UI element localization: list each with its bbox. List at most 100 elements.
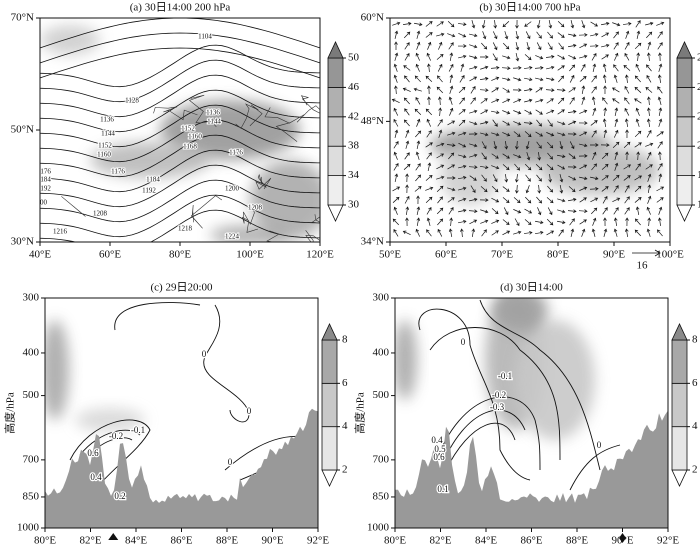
wind-arrow [601, 186, 609, 192]
wind-arrow [392, 21, 401, 26]
wind-arrow [404, 152, 410, 160]
wind-arrow [392, 218, 400, 226]
wind-arrow [459, 97, 465, 105]
wind-arrow [557, 132, 566, 137]
wind-arrow [457, 22, 467, 27]
wind-arrow [393, 228, 399, 237]
contour-label: 1192 [142, 187, 156, 195]
wind-arrow [502, 153, 510, 159]
wind-arrow [459, 75, 465, 83]
wind-arrow [624, 52, 630, 61]
wind-arrow [393, 141, 399, 149]
wind-arrow [491, 185, 499, 193]
wind-arrow [635, 20, 641, 28]
wind-arrow [578, 121, 588, 125]
wind-arrow [524, 219, 532, 226]
colorbar-label: 46 [348, 81, 360, 93]
contour-label: 0 [247, 406, 252, 416]
wind-arrow [623, 164, 631, 170]
wind-arrow [491, 98, 500, 103]
wind-arrow [581, 85, 586, 94]
x-tick-label: 40°E [29, 249, 51, 261]
wind-arrow [624, 107, 630, 116]
contour-label: 0 [461, 337, 466, 347]
wind-arrow [579, 164, 588, 170]
contour-label: 0.6 [87, 448, 99, 458]
wind-arrow [645, 21, 654, 26]
wind-arrow [658, 173, 663, 182]
wind-arrow [492, 31, 498, 40]
plot-area: 1104112811361136114411441152115211601160… [40, 18, 320, 242]
wind-arrow [393, 74, 398, 83]
wind-arrow [559, 185, 564, 194]
wind-arrow [591, 52, 597, 61]
wind-arrow [502, 55, 511, 60]
contour-label: 1224 [225, 233, 240, 241]
wind-arrow [646, 31, 653, 39]
wind-arrow [458, 208, 467, 213]
wind-arrow [480, 109, 489, 115]
wind-arrow [657, 86, 663, 94]
y-tick-label: 400 [373, 346, 390, 358]
wind-arrow [536, 119, 542, 127]
wind-arrow [547, 152, 553, 160]
wind-arrow [437, 119, 443, 127]
wind-arrow [579, 143, 588, 148]
wind-arrow [403, 65, 411, 71]
wind-arrow [501, 66, 511, 70]
wind-arrow [438, 129, 443, 138]
wind-arrow [646, 228, 651, 237]
wind-arrow [394, 85, 398, 95]
contour-label: 0 [202, 349, 207, 359]
wind-arrow [469, 175, 477, 181]
wind-arrow [447, 164, 456, 170]
wind-arrow [425, 75, 433, 82]
colorbar-label: 2 [342, 464, 348, 476]
wind-arrow [579, 109, 588, 114]
wind-arrow [436, 185, 444, 192]
contour-line [40, 18, 320, 49]
colorbar-box [676, 175, 693, 206]
x-tick-label: 82°E [79, 535, 101, 547]
wind-arrow [601, 54, 609, 60]
wind-arrow [405, 140, 410, 149]
x-tick-label: 82°E [429, 535, 451, 547]
contour-label: 1216 [53, 228, 68, 236]
wind-arrow [480, 132, 489, 137]
wind-arrow [471, 228, 476, 237]
wind-arrow [515, 140, 519, 150]
shading [210, 225, 290, 242]
colorbar-box [327, 87, 344, 118]
wind-arrow [524, 21, 532, 27]
wind-arrow [426, 229, 432, 237]
wind-arrow [581, 20, 586, 29]
wind-arrow [513, 154, 522, 159]
wind-arrow [479, 55, 489, 59]
wind-arrow [514, 173, 519, 183]
wind-arrow [636, 30, 641, 39]
wind-arrow [504, 31, 509, 40]
wind-arrow [658, 63, 663, 72]
wind-arrow [437, 196, 443, 204]
wind-arrow [579, 197, 587, 203]
wind-arrow [613, 74, 618, 83]
shading [540, 145, 660, 195]
wind-arrow [427, 41, 432, 50]
wind-arrow [502, 219, 510, 225]
wind-arrow [415, 163, 421, 171]
wind-arrow [589, 143, 599, 147]
wind-arrow [469, 33, 478, 38]
contour-label: 1128 [125, 97, 139, 105]
border [264, 107, 305, 142]
wind-arrow [479, 165, 489, 170]
wind-arrow [622, 21, 632, 26]
wind-arrow [647, 184, 652, 193]
wind-arrow [602, 207, 608, 215]
wind-arrow [468, 165, 478, 169]
colorbar-label: 8 [342, 334, 348, 346]
wind-arrow [458, 142, 467, 148]
wind-arrow [492, 119, 498, 127]
wind-arrow [537, 184, 542, 194]
wind-arrow [524, 77, 533, 82]
